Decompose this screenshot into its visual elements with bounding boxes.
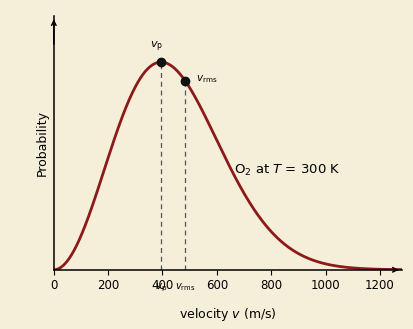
Y-axis label: Probability: Probability (35, 110, 48, 176)
Text: $v_\mathregular{rms}$: $v_\mathregular{rms}$ (195, 73, 217, 85)
Text: $v_\mathregular{p}$: $v_\mathregular{p}$ (154, 281, 167, 293)
Text: $v_\mathregular{p}$: $v_\mathregular{p}$ (150, 39, 162, 54)
Text: $v_\mathregular{rms}$: $v_\mathregular{rms}$ (175, 281, 195, 293)
X-axis label: velocity $v$ (m/s): velocity $v$ (m/s) (178, 306, 276, 323)
Text: O$_2$ at $T$ = 300 K: O$_2$ at $T$ = 300 K (234, 163, 340, 178)
